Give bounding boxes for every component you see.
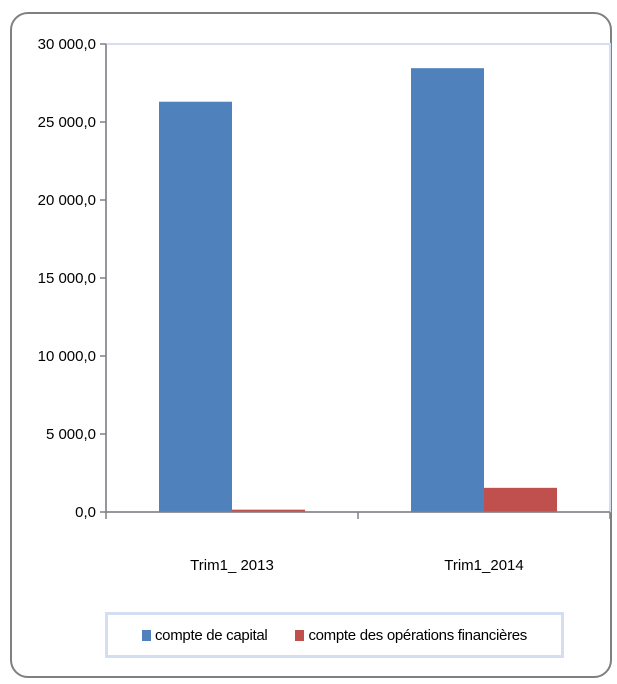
bar-capital-1 [411,68,484,513]
bar-financial-1 [484,487,557,512]
y-tick-label: 5 000,0 [46,426,96,443]
bar-capital-0 [159,101,232,512]
legend: compte de capital compte des opérations … [105,612,564,658]
y-tick-label: 0,0 [75,504,96,521]
legend-label-capital: compte de capital [154,626,268,644]
legend-item-financial: compte des opérations financières [295,627,527,644]
y-tick-label: 25 000,0 [38,114,96,131]
x-tick-label: Trim1_ 2013 [190,557,274,574]
x-tick-label: Trim1_2014 [444,557,523,574]
y-tick-label: 10 000,0 [38,348,96,365]
legend-swatch-capital [141,629,151,641]
y-tick-label: 15 000,0 [38,270,96,287]
legend-label-financial: compte des opérations financières [308,626,528,644]
y-tick-label: 20 000,0 [38,192,96,209]
legend-swatch-financial [295,629,305,641]
bar-financial-0 [232,509,305,512]
y-tick-label: 30 000,0 [38,36,96,53]
legend-item-capital: compte de capital [141,626,268,644]
